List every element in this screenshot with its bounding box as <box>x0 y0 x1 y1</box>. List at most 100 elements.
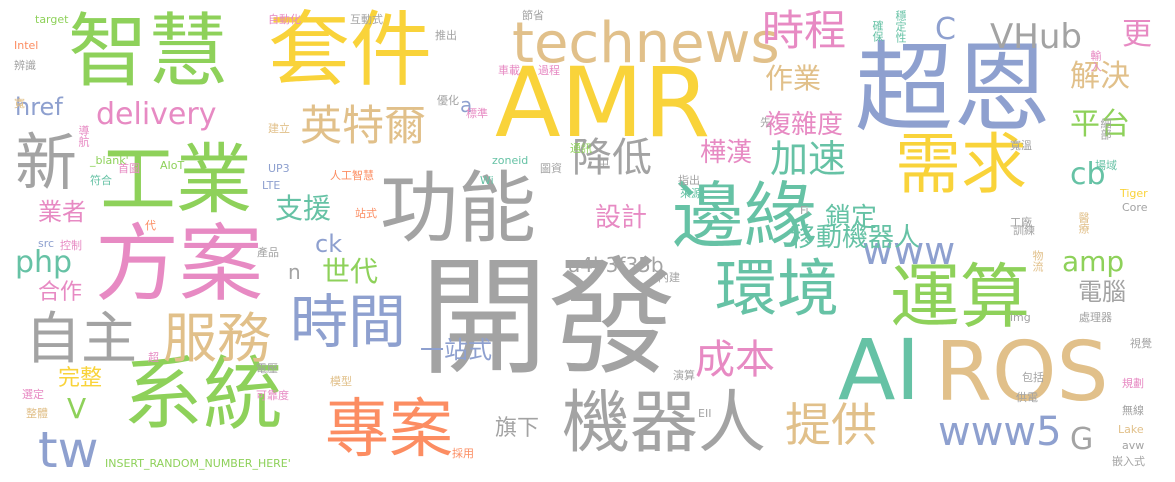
word-4: 套件 <box>268 3 433 98</box>
word-5: 智慧 <box>68 5 228 98</box>
word-30: 成本 <box>695 337 775 383</box>
word-22: technews <box>512 11 780 76</box>
word-78: 建立 <box>268 122 290 135</box>
word-9: 功能 <box>380 164 537 254</box>
word-17: 專案 <box>325 393 453 467</box>
word-1: 開發 <box>420 244 677 393</box>
word-68: Intel <box>14 39 39 52</box>
word-10: 邊緣 <box>672 174 817 258</box>
word-119: 包括 <box>1022 371 1044 384</box>
word-3: 超恩 <box>855 32 1052 146</box>
word-75: 優化 <box>437 94 459 107</box>
word-94: 圖資 <box>540 162 562 175</box>
word-14: ROS <box>935 325 1109 420</box>
word-120: 規劃 <box>1122 377 1144 390</box>
word-24: 英特爾 <box>300 101 427 150</box>
word-88: 細部 <box>1099 118 1112 140</box>
word-50: 業者 <box>38 198 86 226</box>
word-42: 支援 <box>275 192 332 225</box>
word-19: 時間 <box>290 288 407 356</box>
word-110: img <box>1010 311 1031 324</box>
word-67: 穩定性 <box>894 10 907 43</box>
word-115: 模型 <box>330 375 352 388</box>
word-111: 處理器 <box>1079 311 1112 324</box>
word-33: C <box>935 12 956 47</box>
word-97: Tiger <box>1120 187 1148 200</box>
word-66: 確保 <box>871 20 884 42</box>
word-65: 節省 <box>522 9 544 22</box>
word-103: 代 <box>145 219 156 232</box>
word-107: 產品 <box>257 246 279 259</box>
word-87: 寬溫 <box>1010 139 1032 152</box>
word-37: cb <box>1070 157 1106 192</box>
word-126: EII <box>698 407 712 420</box>
word-86: zoneid <box>492 154 529 167</box>
word-40: 複雜度 <box>765 110 844 140</box>
word-101: 工廠 <box>1010 216 1032 229</box>
word-114: 電壓 <box>256 362 278 375</box>
word-73: 輸入 <box>1089 50 1102 72</box>
word-85: 中 <box>598 157 609 170</box>
word-129: 嵌入式 <box>1112 455 1145 468</box>
word-98: Core <box>1122 201 1148 214</box>
word-52: ck <box>315 230 343 258</box>
word-2: AMR <box>495 47 711 159</box>
word-113: 超 <box>148 351 159 364</box>
word-21: 服務 <box>163 307 271 370</box>
word-35: 解決 <box>1070 59 1130 94</box>
word-102: 醫療 <box>1077 212 1090 234</box>
word-61: a <box>460 93 473 117</box>
word-13: AI <box>838 321 921 419</box>
word-43: 設計 <box>595 203 648 233</box>
word-83: _blank' <box>90 154 129 167</box>
word-122: 供電 <box>1016 391 1038 404</box>
word-124: INSERT_RANDOM_NUMBER_HERE' <box>105 457 291 470</box>
word-55: 一站式 <box>420 336 492 364</box>
word-60: G <box>1070 422 1094 457</box>
word-77: 導航 <box>77 125 90 147</box>
word-29: 提供 <box>785 398 877 452</box>
word-91: 人工智慧 <box>330 169 374 182</box>
word-62: target <box>35 13 69 26</box>
word-49: href <box>15 93 63 121</box>
word-58: V <box>67 392 87 425</box>
word-20: 自主 <box>25 307 137 372</box>
word-36: 平台 <box>1070 107 1130 142</box>
word-6: 方案 <box>95 215 264 313</box>
word-90: LTE <box>262 179 281 192</box>
word-125: 採用 <box>452 447 474 460</box>
word-92: Wi <box>480 174 494 187</box>
word-7: 工業 <box>100 135 252 224</box>
word-105: 控制 <box>60 239 82 252</box>
word-18: 機器人 <box>562 384 767 463</box>
word-53: a4b3f35b <box>568 253 664 277</box>
word-15: 環境 <box>715 252 840 325</box>
word-80: AIoT <box>160 159 185 172</box>
word-12: 運算 <box>890 256 1030 338</box>
word-84: UP3 <box>268 162 290 175</box>
word-38: delivery <box>96 97 217 132</box>
word-89: 符合 <box>90 174 112 187</box>
word-16: 系統 <box>123 348 283 441</box>
word-95: 場域 <box>1095 159 1117 172</box>
word-28: www5 <box>938 409 1062 455</box>
word-57: 完整 <box>58 366 103 391</box>
word-34: 更 <box>1122 17 1152 52</box>
word-32: VHub <box>990 17 1082 57</box>
word-51: 世代 <box>322 255 379 288</box>
word-26: 加速 <box>770 137 847 181</box>
word-47: 電腦 <box>1078 278 1126 306</box>
word-45: 移動機器人 <box>790 223 921 253</box>
word-63: 自動化 <box>268 13 301 26</box>
word-8: 新 <box>15 126 78 199</box>
word-23: 時程 <box>762 6 847 55</box>
word-116: 可靠度 <box>256 389 289 402</box>
word-54: n <box>288 260 301 284</box>
word-96: 來源 <box>680 187 702 200</box>
word-71: 車載 <box>498 64 520 77</box>
word-48: php <box>15 245 73 280</box>
word-128: avw <box>1122 439 1145 452</box>
word-100: 站式 <box>355 207 377 220</box>
word-39: 作業 <box>765 62 822 95</box>
